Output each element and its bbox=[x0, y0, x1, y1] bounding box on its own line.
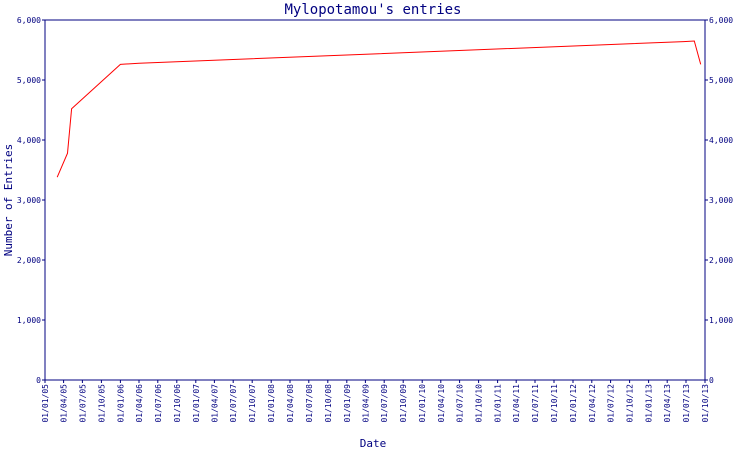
x-tick-label: 01/10/06 bbox=[173, 384, 182, 423]
x-tick-label: 01/04/06 bbox=[135, 384, 144, 423]
x-tick-label: 01/04/07 bbox=[210, 384, 219, 423]
y-tick-label-left: 6,000 bbox=[17, 16, 41, 25]
y-axis-right: 0 1,000 2,000 3,000 4,000 5,000 6,000 bbox=[705, 16, 733, 385]
x-tick-label: 01/01/05 bbox=[41, 384, 50, 423]
x-tick-label: 01/01/08 bbox=[267, 384, 276, 423]
x-axis-label: Date bbox=[360, 437, 387, 450]
x-tick-label: 01/01/10 bbox=[418, 384, 427, 423]
x-tick-label: 01/07/07 bbox=[229, 384, 238, 423]
x-tick-label: 01/01/07 bbox=[192, 384, 201, 423]
x-tick-label: 01/07/12 bbox=[607, 384, 616, 423]
x-tick-label: 01/07/05 bbox=[78, 384, 87, 423]
chart-title: Mylopotamou's entries bbox=[284, 2, 461, 18]
x-tick-label: 01/07/11 bbox=[531, 384, 540, 423]
x-tick-label: 01/01/06 bbox=[116, 384, 125, 423]
y-axis-left: 0 1,000 2,000 3,000 4,000 5,000 6,000 bbox=[17, 16, 45, 385]
series-group bbox=[56, 40, 702, 178]
x-tick-label: 01/07/08 bbox=[305, 384, 314, 423]
x-tick-label: 01/10/12 bbox=[626, 384, 635, 423]
y-axis-label: Number of Entries bbox=[2, 144, 15, 257]
x-tick-label: 01/10/13 bbox=[701, 384, 710, 423]
x-tick-label: 01/07/13 bbox=[682, 384, 691, 423]
x-tick-label: 01/01/09 bbox=[343, 384, 352, 423]
x-tick-label: 01/04/11 bbox=[512, 384, 521, 423]
x-tick-label: 01/10/08 bbox=[324, 384, 333, 423]
y-tick-label-right: 5,000 bbox=[709, 76, 733, 85]
x-tick-label: 01/01/13 bbox=[645, 384, 654, 423]
y-tick-label-right: 2,000 bbox=[709, 256, 733, 265]
x-tick-label: 01/04/05 bbox=[60, 384, 69, 423]
x-tick-label: 01/10/05 bbox=[97, 384, 106, 423]
x-tick-label: 01/04/10 bbox=[437, 384, 446, 423]
y-tick-label-right: 0 bbox=[709, 376, 714, 385]
x-tick-label: 01/10/11 bbox=[550, 384, 559, 423]
y-tick-label-left: 0 bbox=[36, 376, 41, 385]
y-tick-label-right: 3,000 bbox=[709, 196, 733, 205]
x-tick-label: 01/10/10 bbox=[475, 384, 484, 423]
y-tick-label-left: 5,000 bbox=[17, 76, 41, 85]
x-tick-label: 01/04/13 bbox=[663, 384, 672, 423]
x-tick-label: 01/04/08 bbox=[286, 384, 295, 423]
x-tick-label: 01/04/09 bbox=[361, 384, 370, 423]
x-tick-label: 01/10/07 bbox=[248, 384, 257, 423]
x-tick-label: 01/01/11 bbox=[494, 384, 503, 423]
x-tick-label: 01/01/12 bbox=[569, 384, 578, 423]
x-tick-label: 01/07/06 bbox=[154, 384, 163, 423]
x-tick-label: 01/10/09 bbox=[399, 384, 408, 423]
y-tick-label-left: 4,000 bbox=[17, 136, 41, 145]
y-tick-label-left: 3,000 bbox=[17, 196, 41, 205]
x-tick-label: 01/07/10 bbox=[456, 384, 465, 423]
series-line bbox=[56, 40, 702, 178]
y-tick-label-right: 6,000 bbox=[709, 16, 733, 25]
x-tick-label: 01/04/12 bbox=[588, 384, 597, 423]
x-tick-label: 01/07/09 bbox=[380, 384, 389, 423]
y-tick-label-right: 4,000 bbox=[709, 136, 733, 145]
plot-frame bbox=[44, 19, 706, 381]
y-tick-label-left: 2,000 bbox=[17, 256, 41, 265]
y-tick-label-right: 1,000 bbox=[709, 316, 733, 325]
y-tick-label-left: 1,000 bbox=[17, 316, 41, 325]
x-axis: 01/01/05 01/04/05 01/07/05 01/10/05 01/01/06… bbox=[41, 380, 710, 423]
